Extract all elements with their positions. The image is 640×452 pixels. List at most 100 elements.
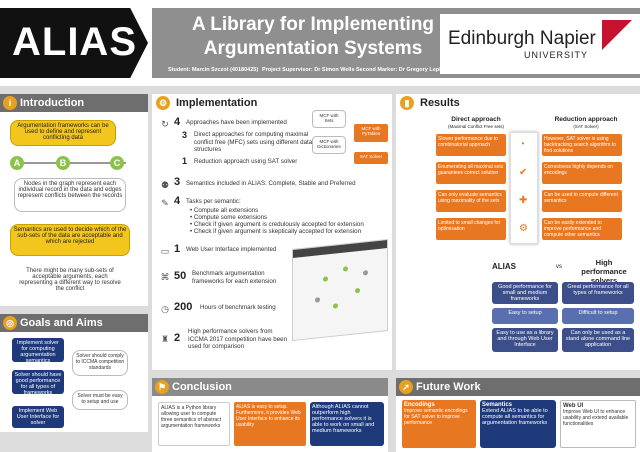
direct-num: 3 (182, 130, 188, 140)
settings-icon: ⚙ (519, 223, 528, 234)
intro-box-3: Semantics are used to decide which of th… (10, 224, 130, 256)
puzzle-icon: ✚ (519, 195, 528, 206)
monitor-icon: ▭ (160, 246, 170, 256)
clock-icon: ◷ (161, 304, 169, 314)
results-heading: Results (420, 97, 460, 109)
reduction-num: 1 (182, 156, 188, 166)
second-marker: Second Marker: Dr Gregory Leplatre (356, 67, 451, 73)
compare-left-3: Easy to use as a library and through Web… (492, 328, 558, 352)
future-encodings: Encodings Improve semantic encodings for… (402, 400, 476, 448)
approach-icon: ↻ (161, 119, 169, 129)
poster-title-2: Argumentation Systems (203, 38, 423, 59)
flag-icon: ⚑ (155, 380, 169, 394)
conclusion-3: Although ALIAS cannot outperform high pe… (310, 402, 384, 446)
conclusion-heading: Conclusion (152, 378, 388, 396)
vs-alias: ALIAS (492, 262, 516, 271)
implementation-panel: ⚙ Implementation ↻ 4 Approaches have bee… (152, 94, 392, 370)
result-left-1: Slower performance due to combinatorial … (436, 134, 506, 156)
chip-mcf-pytables: MCF with PyTables (354, 124, 388, 142)
intro-heading: Introduction (0, 94, 148, 112)
goal-3: Implement Web User Interface for solver (12, 406, 64, 428)
task-1: • Compute all extensions (190, 207, 259, 214)
solvers-icon: ♜ (160, 334, 170, 344)
goals-panel: Goals and Aims ◎ Implement solver for co… (0, 314, 148, 432)
goal-2-detail: Solver must be easy to setup and use (72, 390, 128, 410)
direct-title: Direct approach (451, 116, 501, 123)
direct-label: Direct approaches for computing maximal … (194, 131, 313, 153)
gauge-icon: ◔ (519, 139, 526, 150)
graph-node-b: B (56, 156, 70, 170)
intro-box-4: There might be many sub-sets of acceptab… (14, 266, 126, 300)
goal-1: Implement solver for computing argumenta… (12, 338, 64, 364)
university-logo: Edinburgh Napier UNIVERSITY (440, 14, 640, 74)
conclusion-2: ALIAS is easy to setup. Furthermore, it … (234, 402, 306, 446)
web-num: 1 (174, 243, 181, 255)
compare-right-2: Difficult to setup (562, 308, 634, 324)
semantics-label: Semantics included in ALIAS: Complete, S… (186, 180, 356, 187)
approaches-label: Approaches have been implemented (186, 119, 287, 126)
future-heading: Future Work (396, 378, 640, 396)
future-webui: Web UI Improve Web UI to enhance usabili… (560, 400, 636, 448)
result-left-4: Limited to small changes for optimisatio… (436, 218, 506, 240)
future-panel: Future Work ➚ Encodings Improve semantic… (396, 378, 640, 452)
hours-num: 200 (174, 301, 193, 313)
reduction-sub: (SAT Solver) (573, 124, 599, 129)
tasks-label: Tasks per semantic: (186, 198, 241, 205)
results-panel: ▮ Results Direct approach (Maximal Confl… (396, 94, 640, 370)
intro-box-2: Nodes in the graph represent each indivi… (14, 178, 126, 212)
compare-right-1: Great performance for all types of frame… (562, 282, 634, 304)
conclusion-1: ALIAS is a Python library allowing user … (158, 402, 230, 446)
intro-graph: A B C (10, 156, 138, 170)
task-4: • Check if given argument is skeptically… (190, 228, 362, 235)
benchmark-icon: ⌘ (160, 272, 170, 282)
solvers-num: 2 (174, 332, 181, 344)
result-right-1: However, SAT solver is using backtrackin… (542, 134, 622, 156)
result-left-3: Can only evaluate semantics using maxima… (436, 190, 506, 212)
result-right-4: Can be easily extended to improve perfor… (542, 218, 622, 240)
compare-left-1: Good performance for small and medium fr… (492, 282, 558, 304)
direct-sub: (Maximal Conflict Free sets) (447, 124, 504, 129)
web-ui-screenshot (292, 238, 388, 342)
task-3: • Check if given argument is credulously… (190, 221, 364, 228)
goal-2: Solver should have good performance for … (12, 370, 64, 396)
graph-edge (16, 162, 126, 164)
intro-box-1: Argumentation frameworks can be used to … (10, 120, 116, 146)
compare-right-3: Can only be used as a stand alone comman… (562, 328, 634, 352)
check-icon: ✔ (519, 167, 528, 178)
semantics-num: 3 (174, 176, 181, 188)
bench-num: 50 (174, 270, 187, 282)
info-icon: i (3, 96, 17, 110)
solvers-label: High performance solvers from ICCMA 2017… (188, 328, 288, 350)
compare-left-2: Easy to setup (492, 308, 558, 324)
target-icon: ◎ (3, 316, 17, 330)
goal-1-detail: Solver should comply to ICCMA competitio… (72, 350, 128, 376)
goals-heading: Goals and Aims (0, 314, 148, 332)
vs-solvers: High performance solvers (581, 258, 627, 285)
napier-mark-icon (602, 20, 632, 50)
student: Student: Marcin Szczot (40180425) (168, 67, 259, 73)
results-icon-strip: ◔ ✔ ✚ ⚙ (510, 132, 538, 244)
gear-icon: ⚙ (156, 96, 170, 110)
intro-panel: Introduction i Argumentation frameworks … (0, 94, 148, 306)
chip-sat: SAT Solver (354, 152, 388, 164)
chip-mcf-dict: MCF with Dictionaries (312, 136, 346, 154)
vs-label: vs (556, 264, 562, 270)
reduction-label: Reduction approach using SAT solver (194, 158, 298, 165)
implementation-heading: Implementation (176, 97, 258, 109)
hours-label: Hours of benchmark testing (200, 304, 276, 311)
result-left-2: Enumerating all maximal sets guarantees … (436, 162, 506, 184)
web-label: Web User Interface implemented (186, 246, 277, 253)
rocket-icon: ➚ (399, 380, 413, 394)
conclusion-panel: Conclusion ⚑ ALIAS is a Python library a… (152, 378, 388, 452)
chip-mcf-sets: MCF with Sets (312, 110, 346, 128)
result-right-2: Correctness highly depends on encodings (542, 162, 622, 184)
chart-icon: ▮ (400, 96, 414, 110)
reduction-title: Reduction approach (554, 116, 618, 123)
bench-label: Benchmark argumentation frameworks for e… (192, 270, 277, 285)
future-semantics: Semantics Extend ALIAS to be able to com… (480, 400, 556, 448)
alias-logo: ALIAS (0, 8, 148, 78)
result-right-3: Can be used to compute different semanti… (542, 190, 622, 212)
approaches-num: 4 (174, 116, 181, 128)
task-2: • Compute some extensions (190, 214, 268, 221)
tasks-icon: ✎ (161, 198, 169, 208)
